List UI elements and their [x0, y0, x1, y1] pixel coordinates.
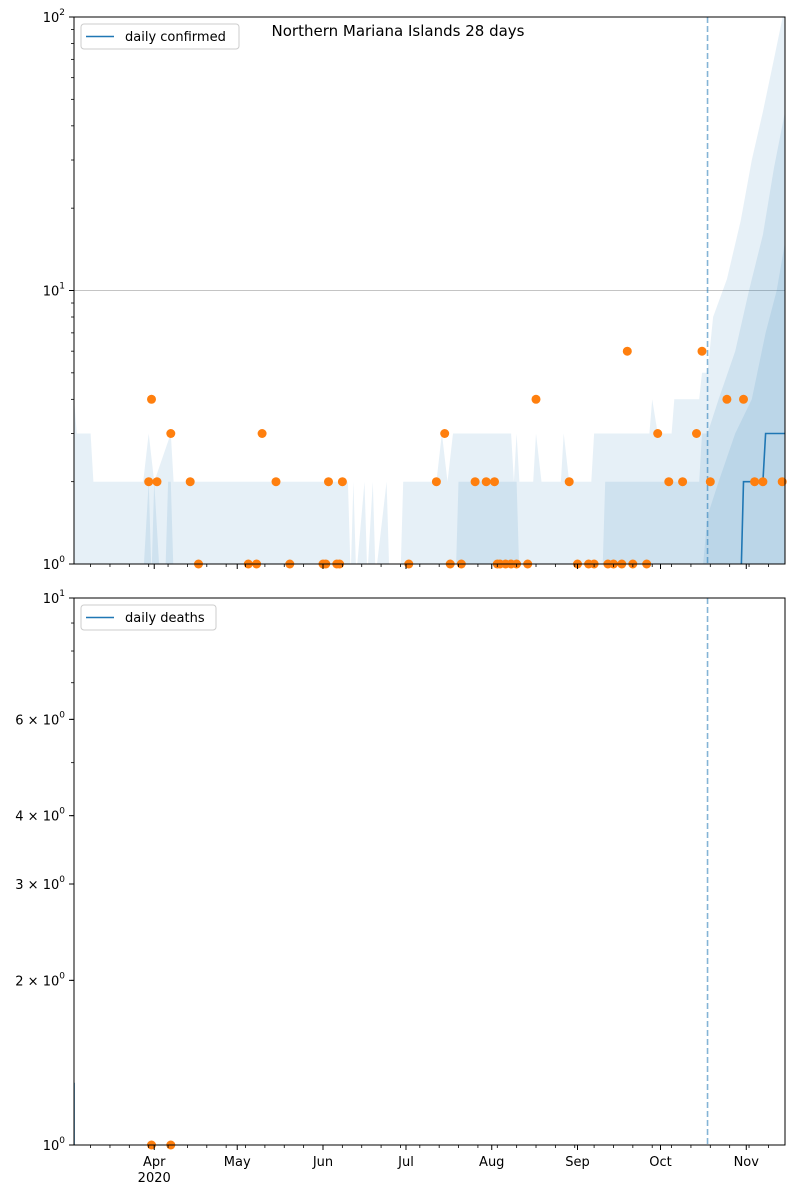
legend-label: daily confirmed: [125, 30, 226, 45]
legend: daily deaths: [80, 604, 217, 631]
confidence-band: [143, 111, 785, 564]
data-point: [564, 477, 574, 487]
data-point: [147, 394, 156, 404]
legend-box: [80, 604, 217, 631]
legend: daily confirmed: [80, 23, 240, 50]
data-point: [758, 477, 768, 487]
deaths-chart: 100 2 × 100 3 × 100 4 × 100 6 × 100 101 Apr20…: [15, 589, 786, 1186]
legend-box: [80, 23, 240, 50]
data-point: [470, 477, 480, 487]
data-point: [739, 394, 748, 404]
x-tick-label: Sep: [565, 1155, 590, 1170]
y-tick-label: 102: [43, 8, 65, 26]
data-point: [431, 477, 441, 487]
y-tick-label: 101: [43, 282, 65, 300]
data-point: [722, 394, 732, 404]
data-point: [777, 477, 787, 487]
y-tick-label: 100: [43, 1136, 66, 1154]
x-tick-label: Apr: [143, 1155, 166, 1170]
y-tick-label: 6 × 100: [15, 710, 65, 728]
data-point: [481, 477, 491, 487]
y-tick-label: 4 × 100: [15, 807, 65, 825]
y-axis-ticks: 100 2 × 100 3 × 100 4 × 100 6 × 100 101: [15, 589, 74, 1154]
x-tick-label: May: [224, 1155, 251, 1170]
x-tick-label: Aug: [479, 1155, 504, 1170]
data-point: [257, 429, 267, 438]
data-point: [152, 477, 162, 487]
x-axis-ticks: [90, 564, 769, 569]
plot-frame: [73, 597, 786, 1146]
x-tick-label: Nov: [734, 1155, 760, 1170]
x-tick-label: Jun: [312, 1155, 333, 1170]
data-point: [622, 346, 632, 356]
confirmed-chart: 100 101 102 daily confirmed Northern Maria…: [43, 8, 787, 573]
data-point: [337, 477, 347, 487]
data-point: [678, 477, 688, 487]
data-point: [144, 477, 154, 487]
y-tick-label: 2 × 100: [15, 971, 65, 989]
y-axis-ticks: 100 101 102: [43, 8, 74, 573]
data-point: [705, 477, 715, 487]
uncertainty-bands: [74, 17, 785, 564]
y-tick-label: 101: [43, 589, 65, 607]
data-point: [531, 394, 541, 404]
confidence-band: [74, 17, 785, 564]
legend-label: daily deaths: [125, 611, 205, 626]
x-tick-label: Jul: [397, 1155, 414, 1170]
data-point: [750, 477, 760, 487]
data-point: [664, 477, 674, 487]
data-point: [440, 429, 450, 438]
y-tick-label: 3 × 100: [15, 875, 65, 893]
chart-title: Northern Mariana Islands 28 days: [272, 22, 525, 40]
y-tick-label: 100: [43, 555, 66, 573]
data-point: [692, 429, 701, 438]
data-point: [185, 477, 195, 487]
data-point: [271, 477, 281, 487]
data-point: [697, 346, 707, 356]
data-point: [166, 429, 176, 438]
data-point: [653, 429, 663, 438]
data-point: [490, 477, 499, 487]
data-point: [324, 477, 333, 487]
x-tick-sublabel: 2020: [138, 1171, 171, 1186]
x-tick-label: Oct: [649, 1155, 671, 1170]
